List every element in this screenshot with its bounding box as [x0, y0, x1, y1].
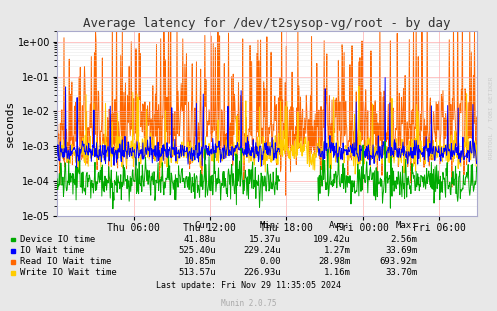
Title: Average latency for /dev/t2sysop-vg/root - by day: Average latency for /dev/t2sysop-vg/root… — [83, 17, 451, 30]
Text: Cur:: Cur: — [195, 220, 216, 230]
Text: RRDTOOL / TOBI OETIKER: RRDTOOL / TOBI OETIKER — [489, 77, 494, 160]
Text: 1.27m: 1.27m — [324, 246, 350, 255]
Text: Read IO Wait time: Read IO Wait time — [20, 257, 112, 266]
Text: 15.37u: 15.37u — [248, 235, 281, 244]
Text: Avg:: Avg: — [329, 220, 350, 230]
Text: Device IO time: Device IO time — [20, 235, 95, 244]
Text: IO Wait time: IO Wait time — [20, 246, 85, 255]
Text: 226.93u: 226.93u — [243, 268, 281, 277]
Text: 1.16m: 1.16m — [324, 268, 350, 277]
Text: 33.70m: 33.70m — [385, 268, 417, 277]
Text: 28.98m: 28.98m — [318, 257, 350, 266]
Text: Munin 2.0.75: Munin 2.0.75 — [221, 299, 276, 308]
Text: 41.88u: 41.88u — [184, 235, 216, 244]
Text: 10.85m: 10.85m — [184, 257, 216, 266]
Text: 33.69m: 33.69m — [385, 246, 417, 255]
Text: Last update: Fri Nov 29 11:35:05 2024: Last update: Fri Nov 29 11:35:05 2024 — [156, 281, 341, 290]
Text: Write IO Wait time: Write IO Wait time — [20, 268, 117, 277]
Text: 513.57u: 513.57u — [178, 268, 216, 277]
Text: 693.92m: 693.92m — [380, 257, 417, 266]
Text: 525.40u: 525.40u — [178, 246, 216, 255]
Text: 0.00: 0.00 — [259, 257, 281, 266]
Text: Min:: Min: — [259, 220, 281, 230]
Text: 109.42u: 109.42u — [313, 235, 350, 244]
Text: Max:: Max: — [396, 220, 417, 230]
Text: 2.56m: 2.56m — [391, 235, 417, 244]
Y-axis label: seconds: seconds — [5, 100, 15, 147]
Text: 229.24u: 229.24u — [243, 246, 281, 255]
